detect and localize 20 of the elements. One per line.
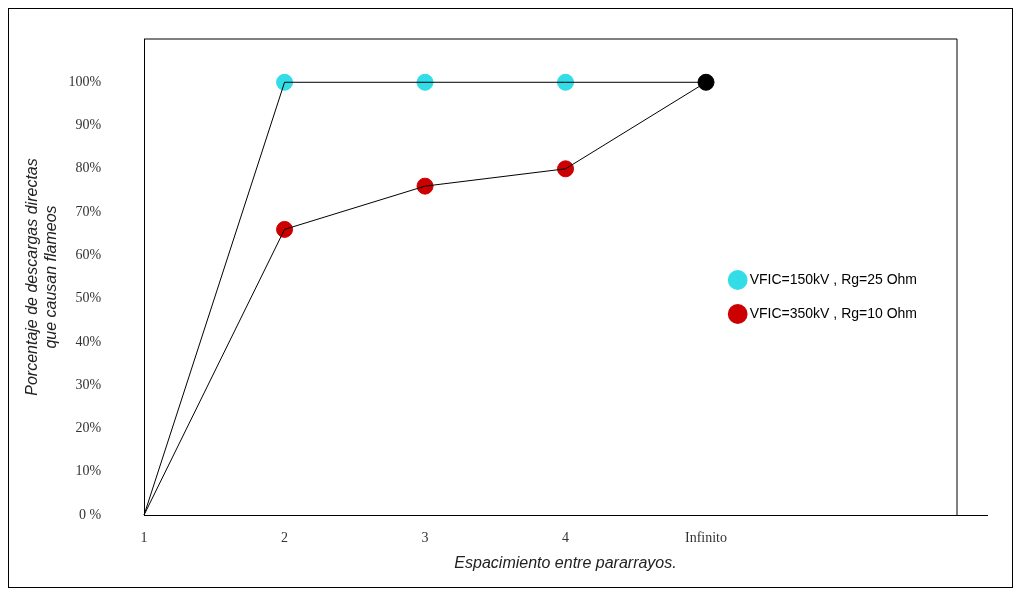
x-tick-label: 2 <box>281 530 289 546</box>
legend-label: VFIC=150kV , Rg=25 Ohm <box>749 270 918 287</box>
legend-label: VFIC=350kV , Rg=10 Ohm <box>749 304 918 321</box>
y-tick-label: 80% <box>75 160 102 176</box>
x-tick-label: Infinito <box>685 530 728 546</box>
y-tick-label: 30% <box>75 376 102 392</box>
y-tick-label: 40% <box>75 333 102 349</box>
y-tick-label: 50% <box>75 290 102 306</box>
x-tick-label: 3 <box>421 530 429 546</box>
y-tick-label: 100% <box>68 73 102 89</box>
y-tick-label: 70% <box>75 203 102 219</box>
x-tick-label: 1 <box>140 530 148 546</box>
y-tick-label: 0 % <box>78 506 102 522</box>
y-tick-label: 90% <box>75 117 102 133</box>
y-tick-label: 20% <box>75 420 102 436</box>
y-tick-label: 60% <box>75 247 102 263</box>
y-axis-title: Porcentaje de descargas directas que causan flameos <box>23 158 60 396</box>
y-tick-label: 10% <box>75 463 102 479</box>
x-tick-label: 4 <box>562 530 570 546</box>
x-axis-title: Espacimiento entre pararrayos. <box>454 553 677 571</box>
